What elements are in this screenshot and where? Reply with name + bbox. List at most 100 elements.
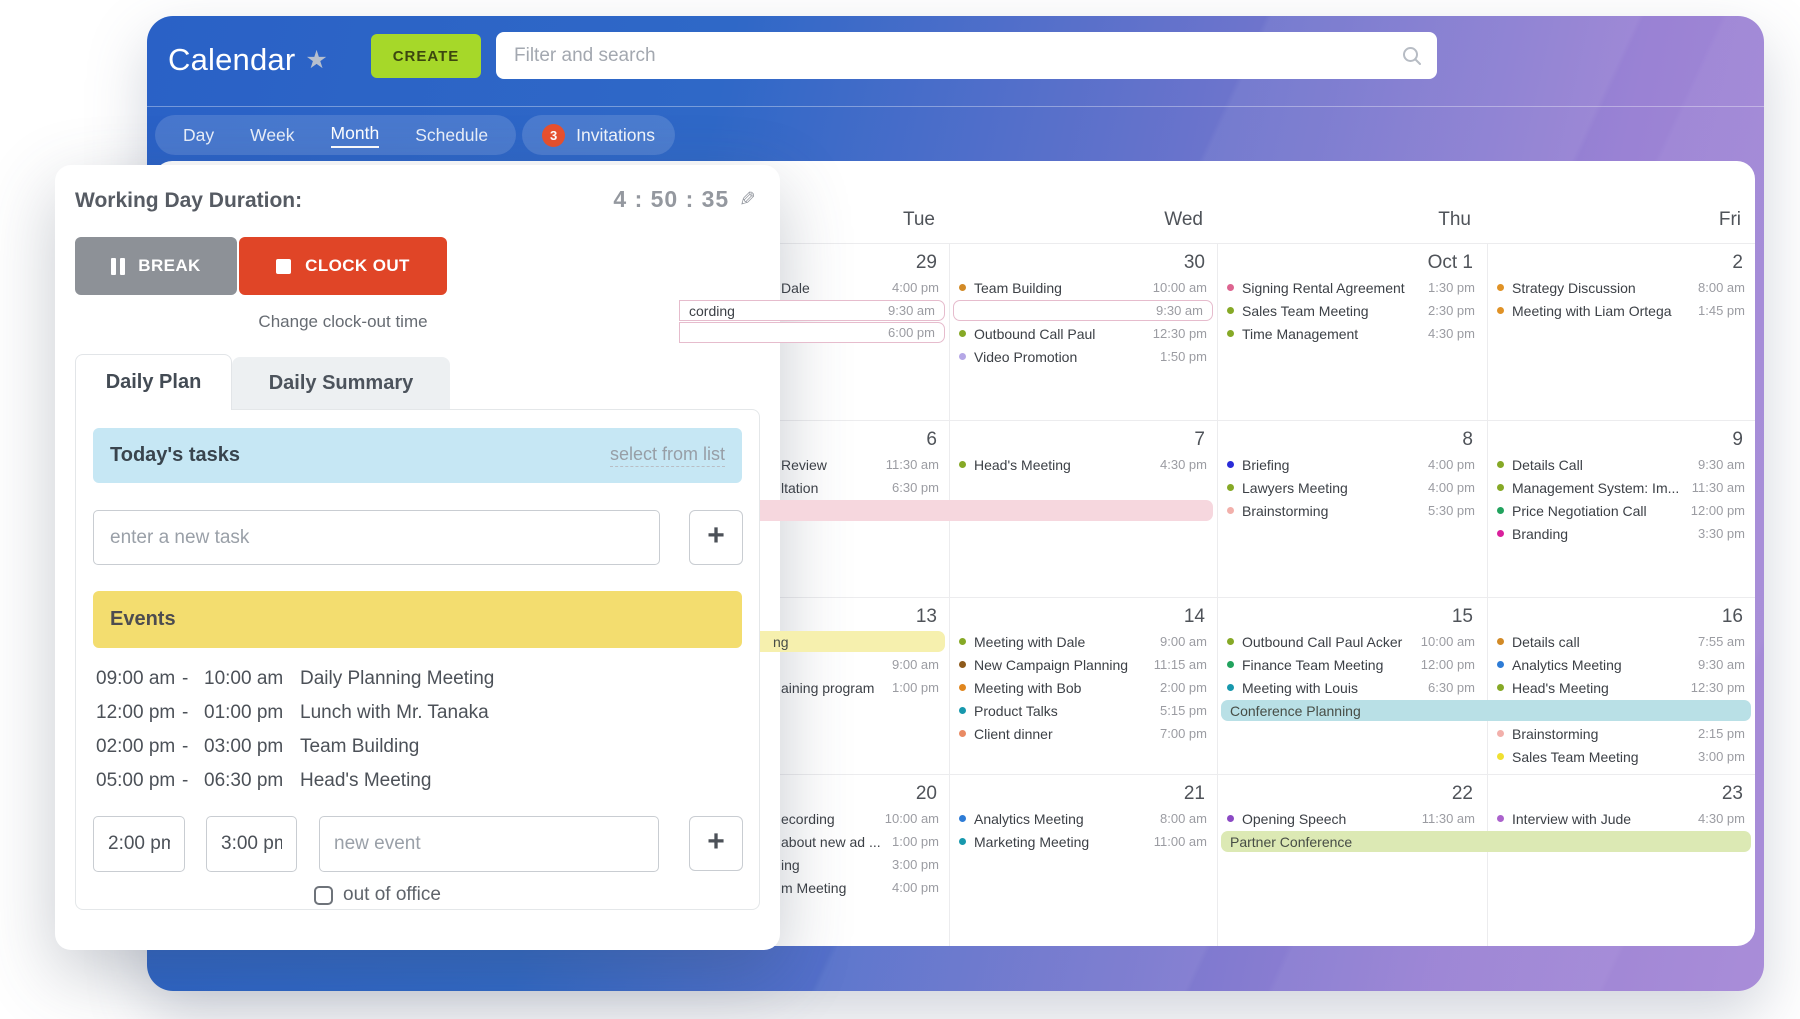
- event-time: 9:00 am: [892, 657, 939, 672]
- view-tab-month[interactable]: Month: [330, 123, 380, 148]
- calendar-event[interactable]: Meeting with Bob 2:00 pm: [949, 676, 1217, 699]
- calendar-event[interactable]: Details call 7:55 am: [1487, 630, 1755, 653]
- out-of-office-checkbox[interactable]: [314, 885, 333, 905]
- tab-invitations[interactable]: 3 Invitations: [522, 115, 675, 155]
- calendar-event[interactable]: Analytics Meeting 8:00 am: [949, 807, 1217, 830]
- new-task-input[interactable]: [93, 510, 660, 565]
- new-event-title-input[interactable]: [319, 816, 659, 872]
- calendar-event[interactable]: Management System: Im... 11:30 am: [1487, 476, 1755, 499]
- calendar-event[interactable]: Sales Team Meeting 2:30 pm: [1217, 299, 1485, 322]
- event-time: 9:00 am: [1160, 634, 1207, 649]
- calendar-cell[interactable]: Oct 1 Signing Rental Agreement 1:30 pm Sale…: [1217, 243, 1485, 420]
- calendar-cell[interactable]: 9 Details Call 9:30 am Management System: I…: [1487, 420, 1755, 597]
- event-time: 8:00 am: [1698, 280, 1745, 295]
- calendar-event[interactable]: Video Promotion 1:50 pm: [949, 345, 1217, 368]
- calendar-event[interactable]: Details Call 9:30 am: [1487, 453, 1755, 476]
- calendar-event[interactable]: Interview with Jude 4:30 pm: [1487, 807, 1755, 830]
- calendar-event[interactable]: ecording 10:00 am: [681, 807, 949, 830]
- event-band[interactable]: [1485, 700, 1751, 721]
- clock-out-button[interactable]: CLOCK OUT: [239, 237, 447, 295]
- change-clock-out-link[interactable]: Change clock-out time: [258, 312, 428, 331]
- calendar-event[interactable]: Time Management 4:30 pm: [1217, 322, 1485, 345]
- calendar-cell[interactable]: 22 Opening Speech 11:30 am Partner Conferen…: [1217, 774, 1487, 946]
- view-tab-schedule[interactable]: Schedule: [415, 124, 489, 145]
- calendar-event[interactable]: Outbound Call Paul 12:30 pm: [949, 322, 1217, 345]
- event-band[interactable]: cording 9:30 am: [679, 300, 945, 321]
- view-tab-day[interactable]: Day: [183, 124, 215, 145]
- calendar-event[interactable]: m Meeting 4:00 pm: [681, 876, 949, 899]
- event-time: 11:15 am: [1153, 657, 1207, 672]
- calendar-event[interactable]: Meeting with Louis 6:30 pm: [1217, 676, 1485, 699]
- day-header-wed: Wed: [1164, 209, 1203, 230]
- calendar-event[interactable]: Lawyers Meeting 4:00 pm: [1217, 476, 1485, 499]
- calendar-event[interactable]: Review 11:30 am: [681, 453, 949, 476]
- calendar-event[interactable]: New Campaign Planning 11:15 am: [949, 653, 1217, 676]
- event-time: 4:00 pm: [1428, 480, 1475, 495]
- todays-tasks-title: Today's tasks: [110, 444, 240, 466]
- calendar-cell[interactable]: 7 Head's Meeting 4:30 pm: [947, 420, 1217, 597]
- calendar-event[interactable]: Finance Team Meeting 12:00 pm: [1217, 653, 1485, 676]
- event-spacer: [949, 476, 1217, 499]
- calendar-event[interactable]: Head's Meeting 12:30 pm: [1487, 676, 1755, 699]
- search-input[interactable]: [514, 44, 1401, 67]
- calendar-event[interactable]: Strategy Discussion 8:00 am: [1487, 276, 1755, 299]
- calendar-event[interactable]: Branding 3:30 pm: [1487, 522, 1755, 545]
- edit-pencil-icon[interactable]: ✎: [739, 189, 756, 211]
- calendar-cell[interactable]: 21 Analytics Meeting 8:00 am Marketing Meet…: [949, 774, 1217, 946]
- grid-line-horizontal: [154, 597, 1755, 598]
- calendar-event[interactable]: ltation 6:30 pm: [681, 476, 949, 499]
- calendar-event[interactable]: Analytics Meeting 9:30 am: [1487, 653, 1755, 676]
- calendar-event[interactable]: Product Talks 5:15 pm: [949, 699, 1217, 722]
- tab-daily-plan[interactable]: Daily Plan: [75, 354, 232, 410]
- calendar-cell[interactable]: 20 ecording 10:00 am about new ad ... 1:00 p…: [681, 774, 949, 946]
- add-event-button[interactable]: +: [689, 816, 743, 871]
- calendar-event[interactable]: aining program 1:00 pm: [681, 676, 949, 699]
- favorite-star-icon[interactable]: ★: [305, 45, 328, 74]
- event-time: 1:00 pm: [892, 680, 939, 695]
- calendar-cell[interactable]: 29 Dale 4:00 pm cording 9:30 am 6:00 pm: [679, 243, 949, 420]
- calendar-event[interactable]: Head's Meeting 4:30 pm: [949, 453, 1217, 476]
- calendar-event[interactable]: Dale 4:00 pm: [681, 276, 949, 299]
- calendar-event[interactable]: Outbound Call Paul Acker 10:00 am: [1217, 630, 1485, 653]
- calendar-event[interactable]: Client dinner 7:00 pm: [949, 722, 1217, 745]
- calendar-cell[interactable]: 15 Outbound Call Paul Acker 10:00 am Financ…: [1217, 597, 1487, 774]
- calendar-cell[interactable]: 30 Team Building 10:00 am 9:30 am Outbound C…: [949, 243, 1217, 420]
- add-task-button[interactable]: +: [689, 510, 743, 565]
- calendar-event[interactable]: Opening Speech 11:30 am: [1217, 807, 1485, 830]
- event-time: 9:30 am: [1156, 303, 1203, 318]
- event-title: about new ad ...: [781, 833, 881, 850]
- calendar-event[interactable]: Brainstorming 2:15 pm: [1487, 722, 1755, 745]
- calendar-event[interactable]: about new ad ... 1:00 pm: [681, 830, 949, 853]
- calendar-event[interactable]: Team Building 10:00 am: [949, 276, 1217, 299]
- search-bar[interactable]: [496, 32, 1437, 79]
- calendar-event[interactable]: Meeting with Dale 9:00 am: [949, 630, 1217, 653]
- event-band[interactable]: 6:00 pm: [679, 322, 945, 343]
- calendar-cell[interactable]: 2 Strategy Discussion 8:00 am Meeting with …: [1487, 243, 1755, 420]
- event-band[interactable]: 9:30 am: [953, 300, 1213, 321]
- calendar-event[interactable]: 9:00 am: [681, 653, 949, 676]
- event-color-dot: [959, 730, 966, 737]
- calendar-event[interactable]: Sales Team Meeting 3:00 pm: [1487, 745, 1755, 768]
- new-event-end-input[interactable]: [206, 816, 297, 872]
- calendar-event[interactable]: Meeting with Liam Ortega 1:45 pm: [1487, 299, 1755, 322]
- tab-daily-summary[interactable]: Daily Summary: [232, 357, 450, 409]
- calendar-event[interactable]: Brainstorming 5:30 pm: [1217, 499, 1485, 522]
- event-band[interactable]: [1485, 831, 1751, 852]
- view-tab-week[interactable]: Week: [250, 124, 295, 145]
- calendar-event[interactable]: Briefing 4:00 pm: [1217, 453, 1485, 476]
- calendar-event[interactable]: Marketing Meeting 11:00 am: [949, 830, 1217, 853]
- select-from-list-link[interactable]: select from list: [609, 444, 725, 467]
- calendar-event[interactable]: Price Negotiation Call 12:00 pm: [1487, 499, 1755, 522]
- calendar-cell[interactable]: 8 Briefing 4:00 pm Lawyers Meeting 4:00 pm Br…: [1217, 420, 1485, 597]
- break-button[interactable]: BREAK: [75, 237, 237, 295]
- event-band[interactable]: Partner Conference: [1221, 831, 1487, 852]
- calendar-event[interactable]: Signing Rental Agreement 1:30 pm: [1217, 276, 1485, 299]
- calendar-cell[interactable]: 16 Details call 7:55 am Analytics Meeting 9:…: [1485, 597, 1755, 774]
- event-band[interactable]: [947, 500, 1213, 521]
- create-button[interactable]: CREATE: [371, 34, 481, 78]
- calendar-cell[interactable]: 14 Meeting with Dale 9:00 am New Campaign P…: [949, 597, 1217, 774]
- new-event-start-input[interactable]: [93, 816, 185, 872]
- calendar-cell[interactable]: 23 Interview with Jude 4:30 pm: [1485, 774, 1755, 946]
- calendar-event[interactable]: ing 3:00 pm: [681, 853, 949, 876]
- event-band[interactable]: Conference Planning: [1221, 700, 1487, 721]
